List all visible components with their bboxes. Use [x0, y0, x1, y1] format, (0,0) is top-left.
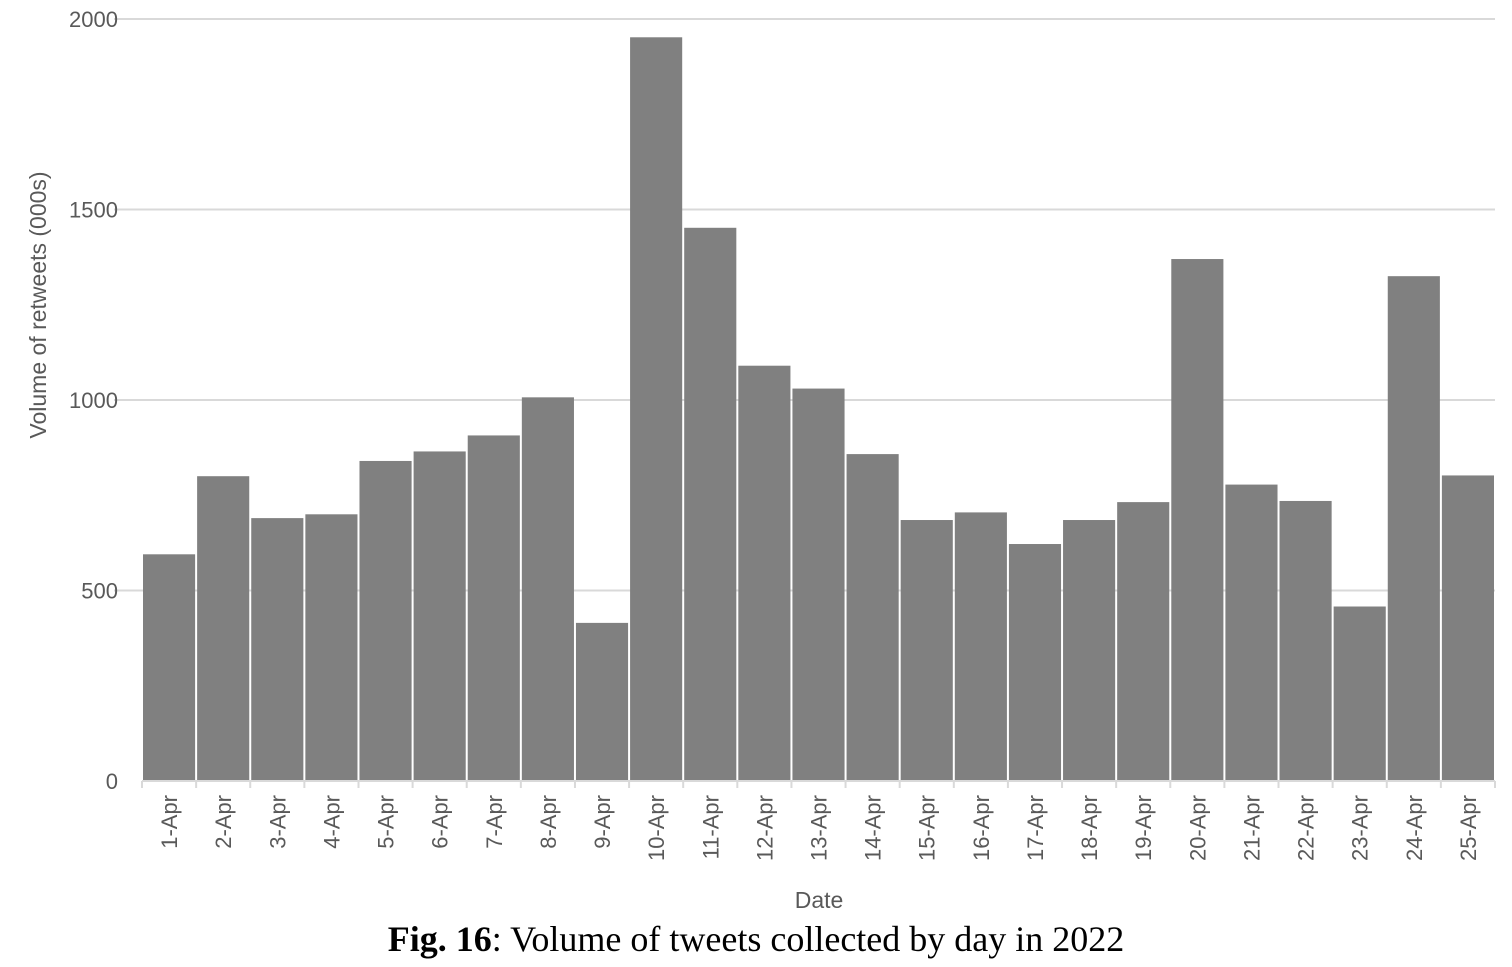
x-tick-label: 17-Apr — [1023, 795, 1048, 861]
figure-caption: Fig. 16: Volume of tweets collected by d… — [0, 918, 1512, 960]
x-tick-label: 18-Apr — [1077, 795, 1102, 861]
x-axis-ticks: 1-Apr 2-Apr 3-Apr 4-Apr 5-Apr 6-Apr 7-Apr 8-Apr… — [157, 795, 1481, 861]
x-tick-label: 4-Apr — [319, 795, 344, 849]
x-tick-label: 12-Apr — [752, 795, 777, 861]
bar — [1441, 475, 1494, 781]
x-tick-label: 7-Apr — [482, 795, 507, 849]
x-tick-label: 16-Apr — [969, 795, 994, 861]
bar — [792, 388, 845, 781]
figure-caption-text: : Volume of tweets collected by day in 2… — [491, 919, 1125, 959]
x-tick-label: 20-Apr — [1185, 795, 1210, 861]
bar — [1333, 606, 1386, 781]
bar — [1387, 276, 1440, 781]
y-tick-label: 1500 — [69, 198, 118, 223]
bar — [954, 512, 1007, 781]
bar — [846, 454, 899, 781]
x-tick-label: 8-Apr — [536, 795, 561, 849]
x-tick-label: 10-Apr — [644, 795, 669, 861]
x-tick-label: 22-Apr — [1294, 795, 1319, 861]
bar — [684, 227, 737, 782]
x-tick-label: 5-Apr — [374, 795, 399, 849]
bar — [359, 460, 412, 781]
figure-caption-label: Fig. 16 — [387, 919, 492, 959]
bar — [1171, 259, 1224, 781]
bar — [738, 365, 791, 781]
x-tick-label: 19-Apr — [1131, 795, 1156, 861]
y-tick-label: 0 — [106, 769, 118, 794]
x-tick-label: 25-Apr — [1456, 795, 1481, 861]
y-tick-label: 2000 — [69, 7, 118, 32]
bar — [1225, 484, 1278, 781]
bar — [900, 520, 953, 781]
x-tick-label: 21-Apr — [1239, 795, 1264, 861]
bar — [305, 514, 358, 781]
x-tick-label: 6-Apr — [428, 795, 453, 849]
bar — [521, 397, 574, 781]
x-tick-label: 1-Apr — [157, 795, 182, 849]
x-axis-title: Date — [795, 887, 844, 913]
bar — [630, 37, 683, 781]
bar — [251, 518, 304, 781]
bar — [413, 451, 466, 781]
x-tick-label: 13-Apr — [807, 795, 832, 861]
y-tick-label: 1000 — [69, 388, 118, 413]
x-tick-label: 23-Apr — [1348, 795, 1373, 861]
x-tick-label: 15-Apr — [915, 795, 940, 861]
bars — [143, 37, 1494, 782]
x-tick-label: 24-Apr — [1402, 795, 1427, 861]
x-tick-label: 11-Apr — [698, 795, 723, 859]
x-tick-label: 3-Apr — [265, 795, 290, 849]
bar — [197, 476, 250, 781]
bar — [143, 554, 196, 781]
bar — [1008, 544, 1062, 781]
y-axis-ticks: 0 500 1000 1500 2000 — [69, 7, 118, 794]
x-axis — [141, 780, 1496, 788]
x-tick-label: 14-Apr — [861, 795, 886, 861]
bar — [1063, 520, 1116, 781]
x-tick-label: 9-Apr — [590, 795, 615, 849]
y-tick-label: 500 — [81, 579, 118, 604]
bar — [575, 622, 629, 781]
y-axis-title: Volume of retweets (000s) — [25, 171, 51, 438]
bar — [1117, 502, 1170, 781]
bar — [467, 435, 520, 781]
bar — [1279, 500, 1332, 781]
x-tick-label: 2-Apr — [211, 795, 236, 849]
